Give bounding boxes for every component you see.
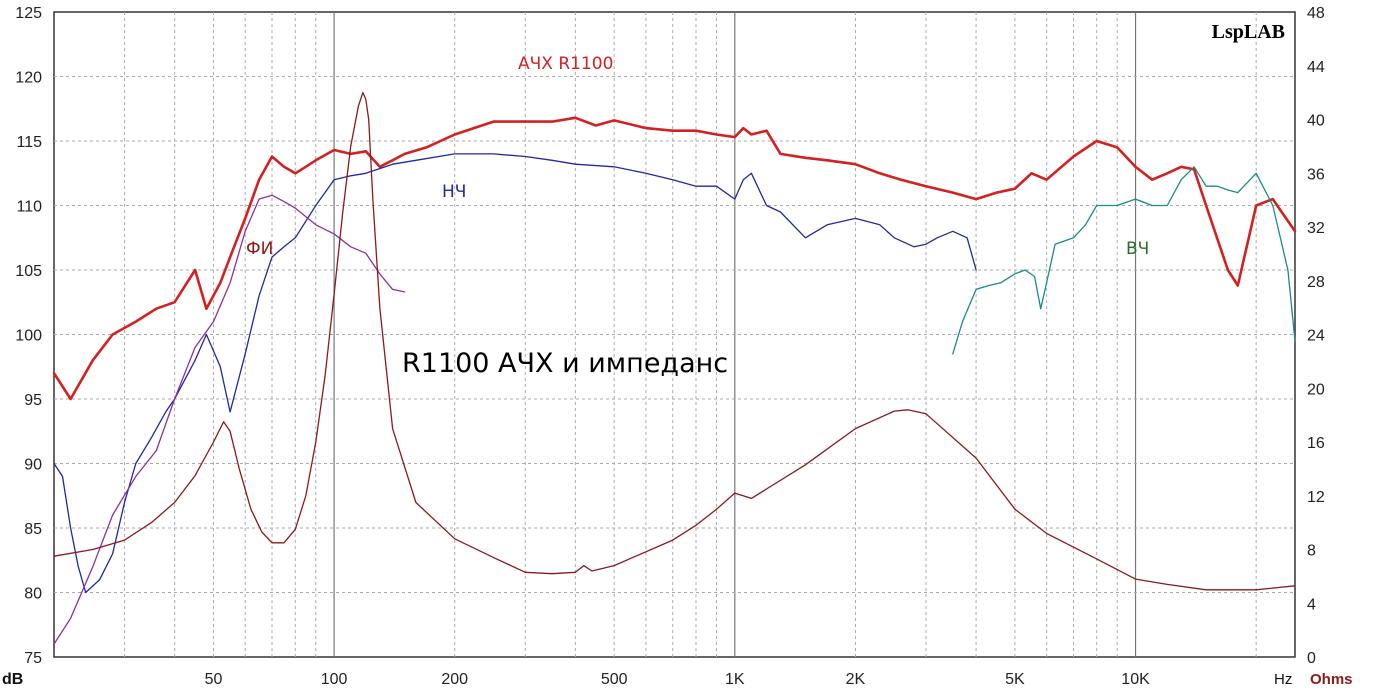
- y-left-tick-label: 85: [24, 521, 42, 538]
- y-right-tick-label: 44: [1307, 59, 1325, 76]
- y-right-tick-label: 48: [1307, 5, 1325, 22]
- y-left-tick-label: 95: [24, 392, 42, 409]
- y-left-tick-label: 120: [15, 70, 42, 87]
- brand-logo: LspLAB: [1212, 21, 1285, 43]
- y-left-tick-label: 75: [24, 650, 42, 667]
- series-label-woofer: НЧ: [442, 182, 466, 202]
- x-tick-label: 10K: [1121, 671, 1150, 688]
- x-tick-label: 5K: [1005, 671, 1025, 688]
- chart-title: R1100 АЧХ и импеданс: [402, 348, 728, 379]
- series-label-port: ФИ: [246, 239, 273, 259]
- series-line-woofer: [53, 153, 977, 594]
- x-tick-label: 200: [441, 671, 468, 688]
- series-line-impedance: [53, 91, 1296, 591]
- series-line-afr: [52, 116, 1297, 401]
- x-tick-label: 100: [321, 671, 348, 688]
- y-right-tick-label: 0: [1307, 650, 1316, 667]
- y-right-tick-label: 4: [1307, 596, 1316, 613]
- y-right-axis-label: Ohms: [1310, 671, 1353, 688]
- series-line-tweeter: [952, 166, 1296, 355]
- x-tick-label: 50: [205, 671, 223, 688]
- series-layer: [52, 91, 1297, 645]
- y-left-tick-label: 115: [16, 134, 42, 151]
- y-right-tick-label: 32: [1307, 220, 1325, 237]
- y-right-tick-label: 36: [1307, 166, 1325, 183]
- y-right-tick-label: 20: [1307, 381, 1325, 398]
- y-left-tick-label: 100: [15, 328, 42, 345]
- y-left-tick-label: 110: [16, 199, 42, 216]
- ticks: 50 100 200 500 1K 2K 5K 10K75808590951001051101…: [15, 5, 1325, 688]
- y-right-tick-label: 28: [1307, 274, 1325, 291]
- y-right-tick-label: 24: [1307, 328, 1325, 345]
- y-left-tick-label: 105: [15, 263, 42, 280]
- grid: [54, 12, 1295, 657]
- series-label-tweeter: ВЧ: [1126, 239, 1149, 259]
- x-tick-label: 2K: [846, 671, 866, 688]
- y-right-tick-label: 12: [1307, 489, 1325, 506]
- y-left-tick-label: 125: [15, 5, 42, 22]
- series-line-port: [53, 194, 406, 645]
- y-right-tick-label: 16: [1307, 435, 1325, 452]
- x-tick-label: 1K: [725, 671, 745, 688]
- series-label-afr: АЧХ R1100: [518, 54, 613, 74]
- y-right-tick-label: 8: [1307, 543, 1316, 560]
- x-axis-label: Hz: [1274, 671, 1292, 688]
- y-left-tick-label: 80: [24, 586, 42, 603]
- y-left-axis-label: dB: [2, 671, 23, 688]
- y-right-tick-label: 40: [1307, 113, 1325, 130]
- y-left-tick-label: 90: [24, 457, 42, 474]
- x-tick-label: 500: [601, 671, 628, 688]
